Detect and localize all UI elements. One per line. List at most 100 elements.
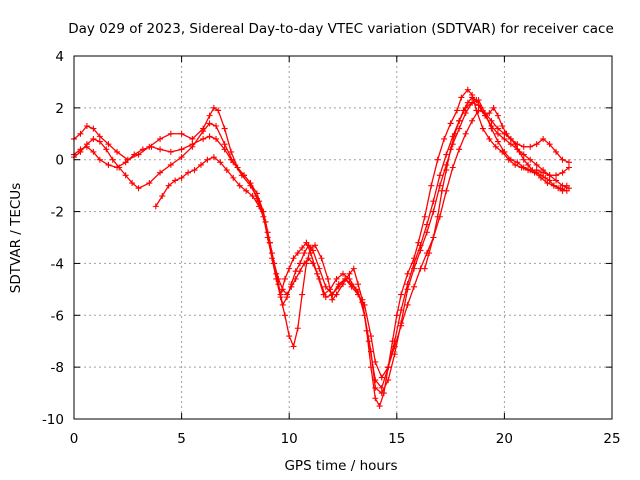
x-tick-label: 10 xyxy=(281,431,298,447)
y-tick-label: -4 xyxy=(51,256,64,272)
data-point xyxy=(434,156,441,163)
data-point xyxy=(206,120,213,127)
data-point xyxy=(200,128,207,135)
data-point xyxy=(423,221,430,228)
data-point xyxy=(454,107,461,114)
y-axis-label: SDTVAR / TECUs xyxy=(8,183,24,293)
data-point xyxy=(318,255,325,262)
data-point xyxy=(335,281,342,288)
data-point xyxy=(494,130,501,137)
data-point xyxy=(533,141,540,148)
data-point xyxy=(243,187,250,194)
data-point xyxy=(355,291,362,298)
series-trace-3 xyxy=(71,99,572,391)
data-point xyxy=(563,182,570,189)
data-point xyxy=(277,291,284,298)
data-point xyxy=(279,286,286,293)
data-point xyxy=(103,146,110,153)
data-point xyxy=(404,286,411,293)
data-point xyxy=(105,161,112,168)
data-point xyxy=(275,275,282,282)
data-point xyxy=(189,135,196,142)
data-point xyxy=(333,275,340,282)
data-point xyxy=(324,275,331,282)
data-point xyxy=(398,307,405,314)
data-point xyxy=(213,123,220,130)
data-series xyxy=(71,86,572,410)
data-point xyxy=(525,161,532,168)
data-point xyxy=(329,291,336,298)
data-point xyxy=(490,104,497,111)
data-point xyxy=(378,374,385,381)
data-point xyxy=(279,301,286,308)
data-point xyxy=(469,94,476,101)
data-point xyxy=(385,364,392,371)
data-point xyxy=(210,104,217,111)
data-point xyxy=(365,338,372,345)
grid-lines xyxy=(74,56,612,419)
x-tick-label: 0 xyxy=(70,431,79,447)
data-point xyxy=(372,395,379,402)
data-point xyxy=(520,151,527,158)
data-point xyxy=(529,167,536,174)
series-line xyxy=(73,99,570,395)
data-point xyxy=(281,312,288,319)
data-point xyxy=(540,135,547,142)
data-point xyxy=(559,169,566,176)
data-point xyxy=(210,154,217,161)
data-point xyxy=(204,156,211,163)
data-point xyxy=(189,141,196,148)
data-point xyxy=(546,177,553,184)
data-point xyxy=(148,143,155,150)
x-tick-label: 5 xyxy=(177,431,186,447)
data-point xyxy=(520,164,527,171)
x-tick-label: 25 xyxy=(603,431,620,447)
data-point xyxy=(200,135,207,142)
data-point xyxy=(217,159,224,166)
data-point xyxy=(527,156,534,163)
data-point xyxy=(96,133,103,140)
data-point xyxy=(236,182,243,189)
data-point xyxy=(438,187,445,194)
data-point xyxy=(301,250,308,257)
data-point xyxy=(553,177,560,184)
y-tick-label: -8 xyxy=(51,360,64,376)
data-point xyxy=(520,156,527,163)
data-point xyxy=(114,148,121,155)
data-point xyxy=(105,141,112,148)
data-point xyxy=(553,172,560,179)
data-point xyxy=(247,180,254,187)
data-point xyxy=(77,146,84,153)
data-point xyxy=(428,182,435,189)
data-point xyxy=(271,260,278,267)
data-point xyxy=(286,333,293,340)
data-point xyxy=(469,117,476,124)
data-point xyxy=(96,156,103,163)
data-point xyxy=(520,143,527,150)
data-point xyxy=(443,151,450,158)
data-point xyxy=(565,159,572,166)
data-point xyxy=(546,141,553,148)
data-point xyxy=(197,161,204,168)
data-point xyxy=(494,138,501,145)
data-point xyxy=(494,112,501,119)
data-point xyxy=(350,265,357,272)
data-point xyxy=(464,99,471,106)
data-point xyxy=(565,164,572,171)
data-point xyxy=(185,169,192,176)
data-point xyxy=(477,104,484,111)
data-point xyxy=(542,174,549,181)
data-point xyxy=(398,291,405,298)
data-point xyxy=(178,154,185,161)
y-tick-label: 2 xyxy=(55,101,64,117)
data-point xyxy=(404,270,411,277)
data-point xyxy=(292,275,299,282)
data-point xyxy=(329,296,336,303)
data-point xyxy=(342,275,349,282)
data-point xyxy=(482,112,489,119)
x-axis-label: GPS time / hours xyxy=(284,458,397,474)
data-point xyxy=(83,123,90,130)
data-point xyxy=(553,148,560,155)
data-point xyxy=(421,265,428,272)
